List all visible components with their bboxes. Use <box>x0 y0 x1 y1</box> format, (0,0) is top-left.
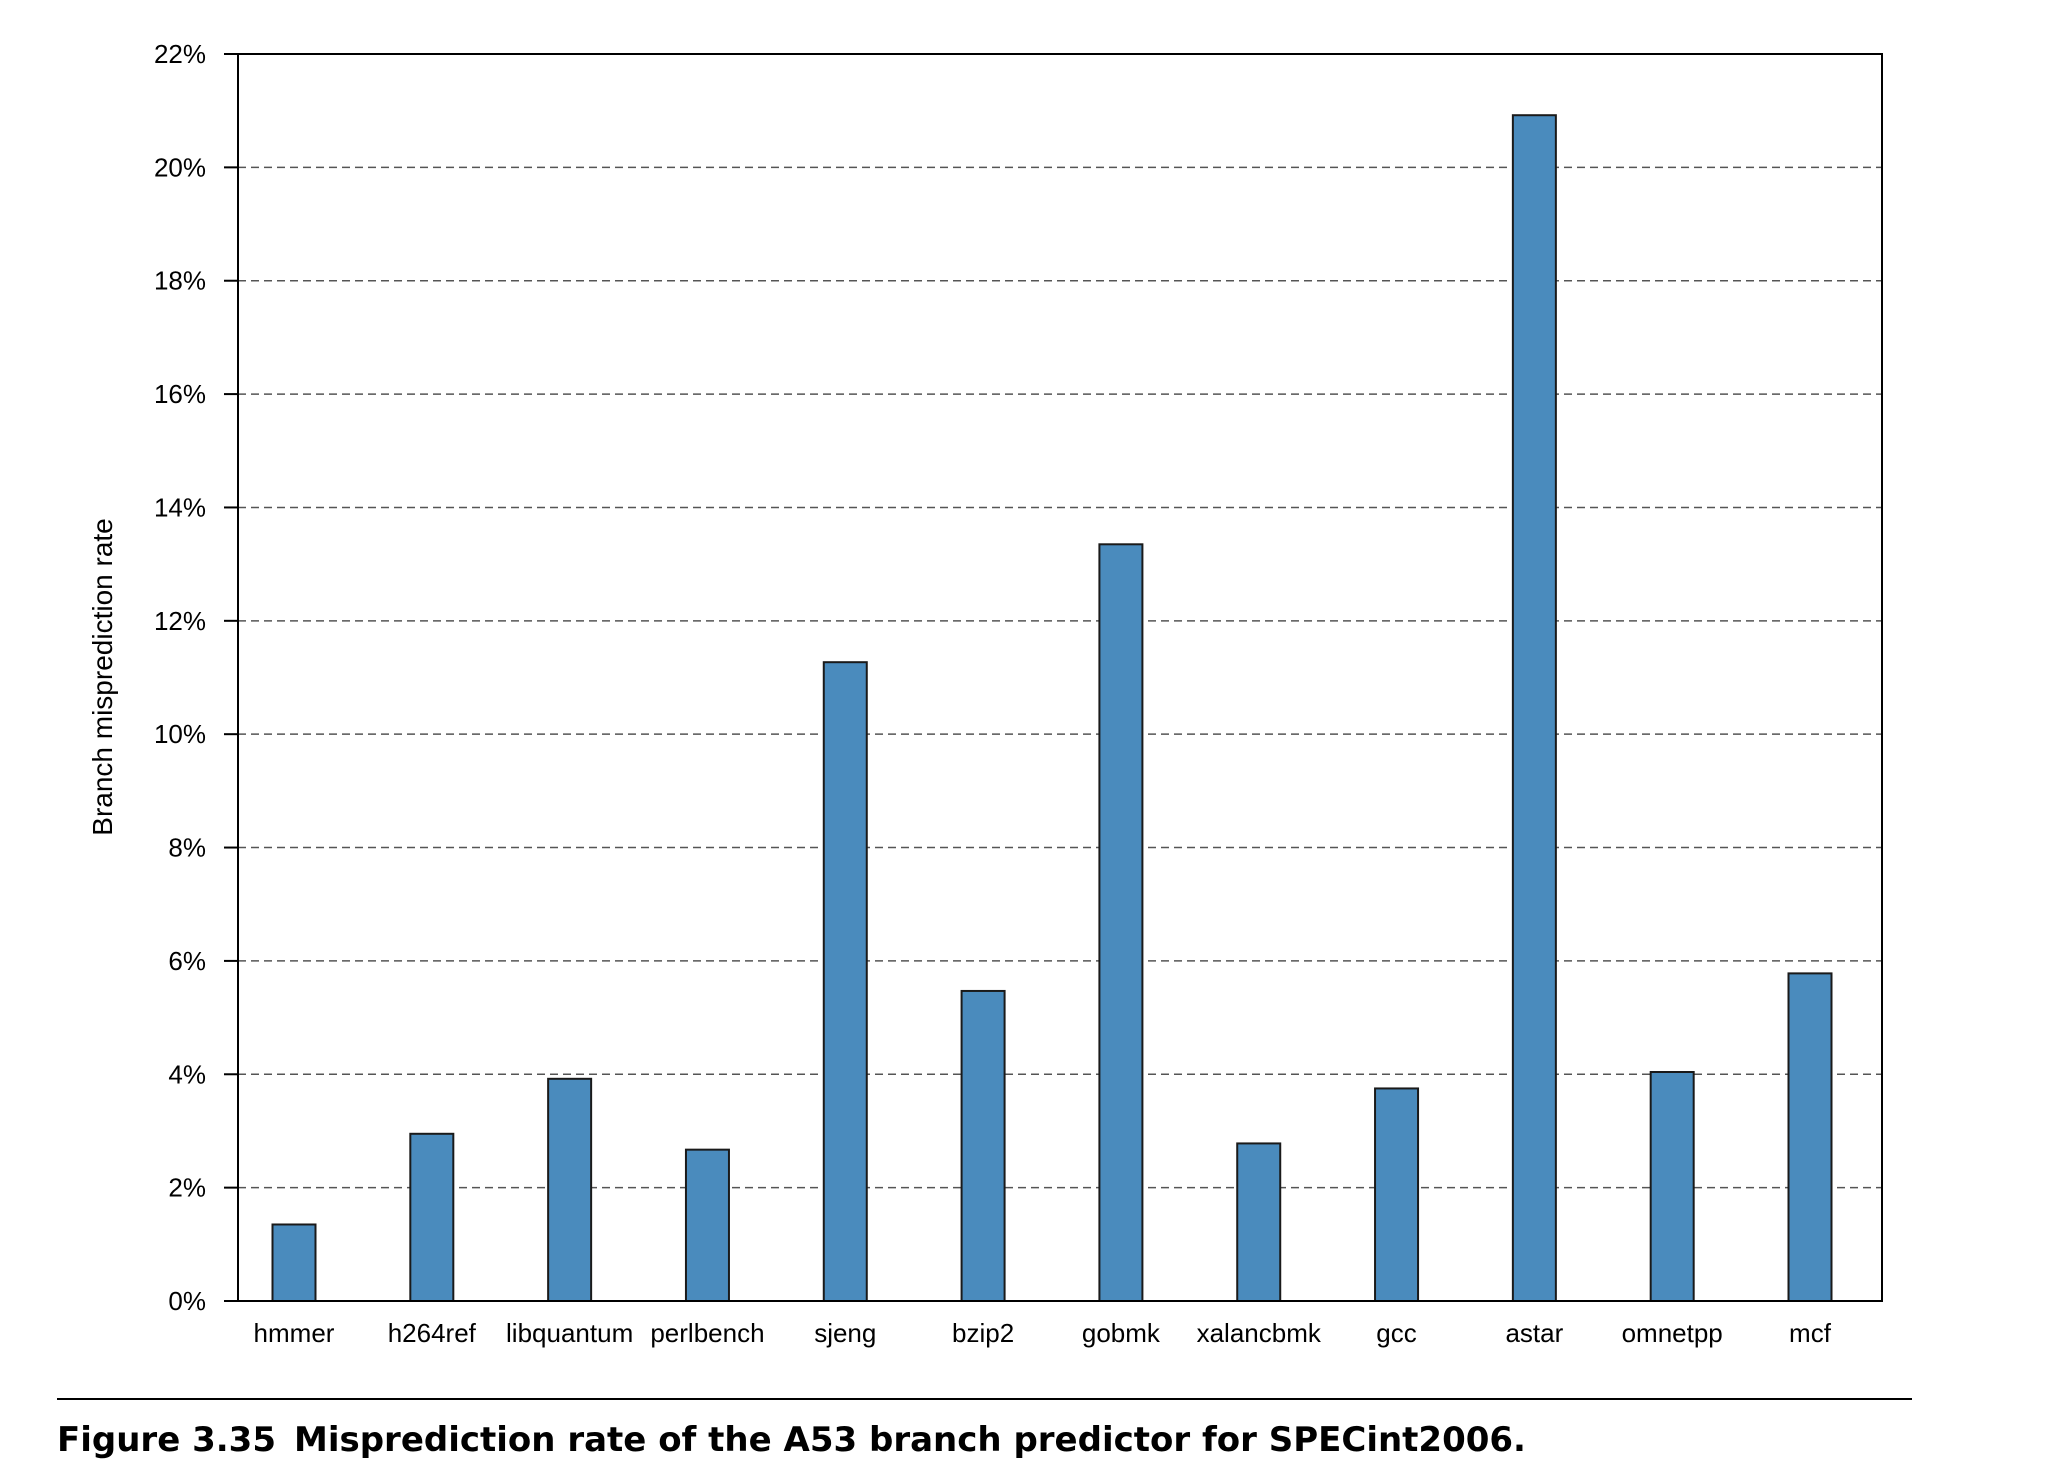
x-tick-label: xalancbmk <box>1197 1318 1322 1348</box>
y-axis-label: Branch misprediction rate <box>87 518 118 835</box>
y-tick-label: 22% <box>154 39 206 69</box>
x-tick-label: perlbench <box>650 1318 764 1348</box>
bar-xalancbmk <box>1236 1142 1282 1303</box>
bar-gobmk <box>1098 543 1144 1302</box>
y-tick-label: 0% <box>168 1286 206 1316</box>
y-tick-label: 10% <box>154 719 206 749</box>
y-tick-label: 12% <box>154 606 206 636</box>
bar-bzip2 <box>960 989 1006 1302</box>
x-tick-label: omnetpp <box>1622 1318 1723 1348</box>
gridlines <box>238 166 1882 1189</box>
x-tick-label: astar <box>1505 1318 1563 1348</box>
y-tick-label: 6% <box>168 946 206 976</box>
figure-caption: Figure 3.35 Misprediction rate of the A53… <box>57 1420 1526 1460</box>
bar-omnetpp <box>1649 1071 1695 1303</box>
x-tick-label: sjeng <box>814 1318 876 1348</box>
y-tick-label: 14% <box>154 492 206 522</box>
x-tick-label: gobmk <box>1082 1318 1161 1348</box>
bar-mcf <box>1787 972 1833 1302</box>
y-tick-label: 20% <box>154 152 206 182</box>
y-tick-label: 16% <box>154 379 206 409</box>
bar-perlbench <box>684 1148 730 1302</box>
y-tick-label: 4% <box>168 1059 206 1089</box>
bar-sjeng <box>822 661 868 1302</box>
caption-divider <box>57 1398 1912 1400</box>
y-tick-label: 18% <box>154 266 206 296</box>
x-axis-ticks: hmmer h264ref libquantum perlbench sjeng bzip… <box>254 1318 1832 1348</box>
bar-astar <box>1511 114 1557 1303</box>
bar-gcc <box>1374 1087 1420 1303</box>
x-tick-label: h264ref <box>388 1318 477 1348</box>
bar-h264ref <box>409 1132 455 1303</box>
caption-text: Misprediction rate of the A53 branch pre… <box>293 1420 1526 1460</box>
y-tick-label: 2% <box>168 1173 206 1203</box>
bar-libquantum <box>547 1077 593 1302</box>
x-tick-label: libquantum <box>506 1318 633 1348</box>
bars <box>271 114 1833 1303</box>
plot-frame <box>237 53 1883 1302</box>
x-tick-label: gcc <box>1376 1318 1416 1348</box>
y-axis-ticks: 0% 2% 4% 6% 8% 10% 12% 14% 16% 18% 20% 22% <box>154 39 238 1316</box>
x-tick-label: mcf <box>1789 1318 1832 1348</box>
figure-number: Figure 3.35 <box>57 1420 276 1460</box>
x-tick-label: bzip2 <box>952 1318 1014 1348</box>
x-tick-label: hmmer <box>254 1318 335 1348</box>
bar-chart: 0% 2% 4% 6% 8% 10% 12% 14% 16% 18% 20% 22% hmmer h26… <box>87 39 1883 1348</box>
y-tick-label: 8% <box>168 833 206 863</box>
bar-hmmer <box>271 1223 317 1302</box>
